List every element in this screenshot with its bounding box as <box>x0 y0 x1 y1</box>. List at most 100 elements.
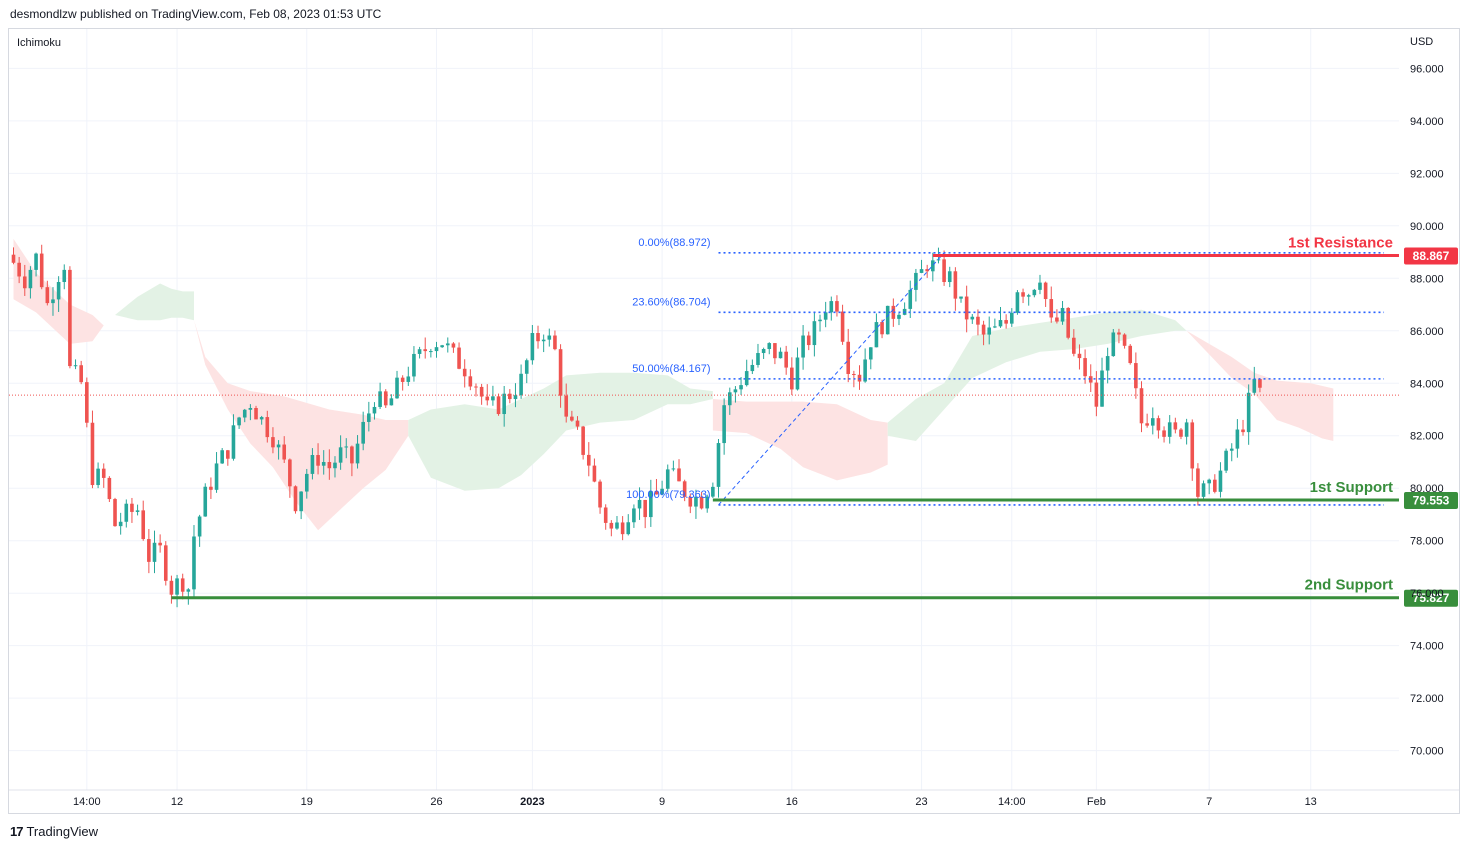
candle-body <box>299 491 303 512</box>
candle-body <box>524 360 529 374</box>
candle <box>756 343 760 368</box>
candle-body <box>412 353 416 377</box>
candle <box>389 394 394 406</box>
candle <box>897 311 901 326</box>
candle <box>1258 378 1262 393</box>
candle <box>451 342 456 353</box>
candle-body <box>829 301 834 313</box>
price-chart[interactable]: 0.00%(88.972) 23.60%(86.704) 50.00%(84.167… <box>0 0 1468 820</box>
candle-body <box>1088 376 1093 383</box>
candle-body <box>756 353 760 365</box>
candle-body <box>197 516 202 537</box>
candle <box>1167 415 1172 444</box>
candle <box>981 320 986 346</box>
candle-body <box>22 276 27 289</box>
candle <box>694 489 698 519</box>
candle <box>462 359 467 388</box>
candle <box>1021 288 1025 304</box>
candle <box>226 449 230 466</box>
candle <box>231 414 236 461</box>
time-tick-label: 12 <box>171 796 183 808</box>
candle <box>581 425 585 460</box>
candle <box>254 405 258 420</box>
candle <box>626 514 631 536</box>
candle-body <box>383 391 388 406</box>
candle-body <box>147 539 151 562</box>
candle-body <box>801 335 805 358</box>
candle <box>637 487 642 520</box>
candle <box>1150 407 1155 435</box>
fib-level-label: 50.00%(84.167) <box>632 363 710 375</box>
candle-body <box>840 311 845 342</box>
candle-body <box>242 409 247 418</box>
candle <box>519 364 523 399</box>
price-tick-label: 76.000 <box>1410 588 1444 600</box>
candle <box>801 325 805 370</box>
candle <box>790 357 794 396</box>
candle <box>632 504 636 528</box>
candle <box>39 244 44 290</box>
candle-body <box>180 578 185 592</box>
candle-body <box>304 473 309 492</box>
candle <box>344 438 349 459</box>
candle <box>1128 344 1133 365</box>
candle-body <box>169 580 174 595</box>
candle <box>925 264 929 278</box>
candle <box>513 383 518 408</box>
candle <box>34 252 38 277</box>
candle <box>383 389 388 408</box>
candle <box>773 343 777 365</box>
candle-body <box>1015 292 1020 313</box>
candle-body <box>1072 337 1076 354</box>
candle <box>1072 329 1076 357</box>
candle <box>643 499 647 529</box>
candle <box>158 534 162 553</box>
candle <box>457 342 461 370</box>
candle <box>259 415 264 425</box>
candle <box>733 386 738 403</box>
candle-body <box>220 450 224 464</box>
candle <box>400 375 405 391</box>
candle-body <box>1167 422 1172 437</box>
level-price-tag <box>1404 589 1458 607</box>
level-name: 1st Support <box>1310 479 1393 496</box>
candle <box>45 280 50 306</box>
candle-body <box>897 314 901 319</box>
candle-body <box>321 462 326 466</box>
candle <box>835 295 839 317</box>
candle-body <box>632 508 636 523</box>
candle <box>62 264 67 290</box>
footer-brand[interactable]: 17 TradingView <box>10 824 98 839</box>
candle-body <box>959 296 963 299</box>
candle <box>73 359 78 370</box>
candle <box>671 460 676 472</box>
candle-body <box>863 359 867 382</box>
candle-body <box>620 522 625 535</box>
candle-body <box>852 373 856 375</box>
chart-frame[interactable] <box>8 28 1460 814</box>
price-axis: USD 70.000 72.000 74.000 76.000 78.000 80.000 8… <box>1410 36 1444 758</box>
candle-body <box>502 393 506 415</box>
candle-body <box>925 269 929 272</box>
candle-body <box>79 365 83 383</box>
candle-body <box>981 324 986 335</box>
brand-name: TradingView <box>26 824 99 839</box>
candle <box>350 445 354 477</box>
candle <box>321 450 326 475</box>
candle-body <box>942 259 946 283</box>
candle <box>113 497 117 527</box>
candle <box>68 266 72 369</box>
candle-body <box>293 486 298 512</box>
candle <box>868 347 873 370</box>
candle <box>1246 384 1251 445</box>
candle <box>739 377 743 395</box>
candle <box>677 459 681 482</box>
candle-body <box>96 468 100 486</box>
candle-body <box>462 368 467 377</box>
tradingview-logo-icon: 17 <box>10 824 24 839</box>
candle-body <box>1009 312 1014 324</box>
candle <box>823 301 828 328</box>
candle <box>1111 329 1116 357</box>
candle-body <box>682 481 687 497</box>
candle-body <box>265 417 270 438</box>
